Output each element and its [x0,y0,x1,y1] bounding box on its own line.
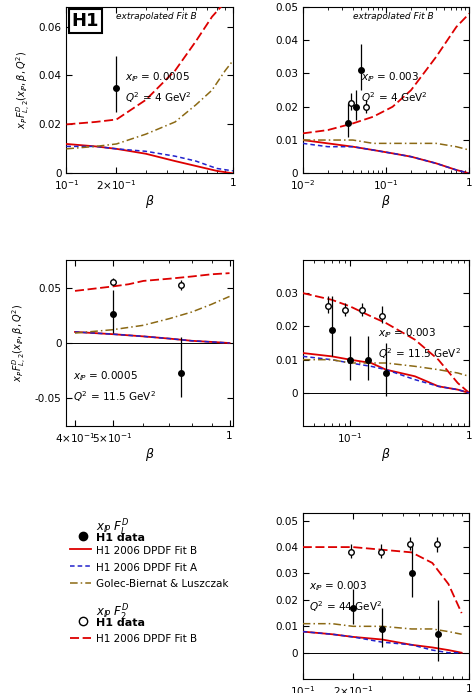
Text: $Q^2$ = 11.5 GeV$^2$: $Q^2$ = 11.5 GeV$^2$ [378,346,461,361]
Text: $x_{I\!P}$ = 0.003: $x_{I\!P}$ = 0.003 [310,579,368,593]
X-axis label: $\beta$: $\beta$ [145,193,155,211]
Text: H1 2006 DPDF Fit B: H1 2006 DPDF Fit B [96,546,198,556]
Text: $Q^2$ = 4 GeV$^2$: $Q^2$ = 4 GeV$^2$ [361,90,428,105]
Text: $x_{I\!P}\ F^D_L$: $x_{I\!P}\ F^D_L$ [96,518,129,538]
Text: H1 data: H1 data [96,617,146,628]
Text: H1 2006 DPDF Fit B: H1 2006 DPDF Fit B [96,634,198,644]
X-axis label: $\beta$: $\beta$ [381,193,391,211]
Y-axis label: $x_{I\!P} F^D_{L,2} (x_{I\!P}, \beta, Q^2)$: $x_{I\!P} F^D_{L,2} (x_{I\!P}, \beta, Q^… [15,51,33,129]
Text: H1 data: H1 data [96,533,146,543]
Text: H1 2006 DPDF Fit A: H1 2006 DPDF Fit A [96,563,198,572]
Text: extrapolated Fit B: extrapolated Fit B [353,12,433,21]
Text: $Q^2$ = 11.5 GeV$^2$: $Q^2$ = 11.5 GeV$^2$ [73,389,156,405]
Text: $x_{I\!P}$ = 0.003: $x_{I\!P}$ = 0.003 [361,70,419,84]
Text: Golec-Biernat & Luszczak: Golec-Biernat & Luszczak [96,579,229,589]
Text: extrapolated Fit B: extrapolated Fit B [116,12,197,21]
Text: H1: H1 [72,12,99,30]
Text: $x_{I\!P}$ = 0.0005: $x_{I\!P}$ = 0.0005 [125,70,190,84]
Text: $x_{I\!P}$ = 0.0005: $x_{I\!P}$ = 0.0005 [73,369,138,383]
Text: $x_{I\!P}$ = 0.003: $x_{I\!P}$ = 0.003 [378,326,436,340]
X-axis label: $\beta$: $\beta$ [381,446,391,464]
Y-axis label: $x_{I\!P} F^D_{L,2} (x_{I\!P}, \beta, Q^2)$: $x_{I\!P} F^D_{L,2} (x_{I\!P}, \beta, Q^… [11,304,29,382]
X-axis label: $\beta$: $\beta$ [145,446,155,464]
Text: $Q^2$ = 4 GeV$^2$: $Q^2$ = 4 GeV$^2$ [125,90,191,105]
Text: $x_{I\!P}\ F^D_2$: $x_{I\!P}\ F^D_2$ [96,603,129,623]
Text: $Q^2$ = 44 GeV$^2$: $Q^2$ = 44 GeV$^2$ [310,599,383,614]
